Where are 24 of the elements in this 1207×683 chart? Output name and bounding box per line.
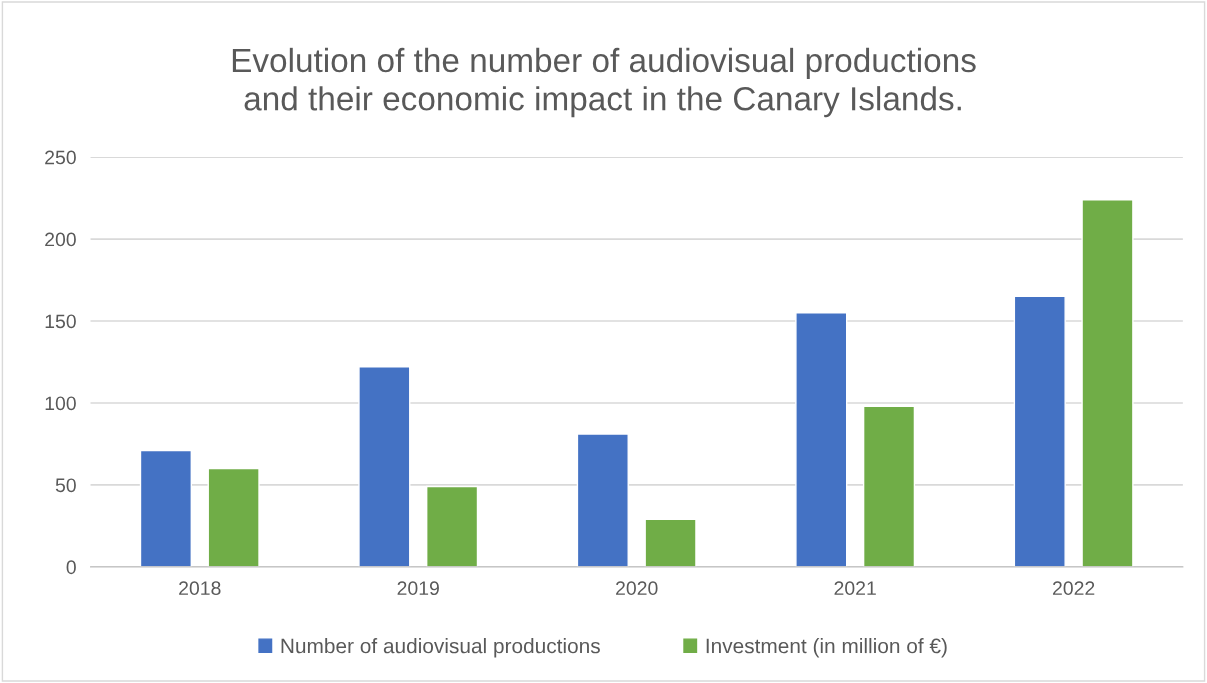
y-tick-label: 0 <box>66 560 76 575</box>
x-tick-label: 2021 <box>834 581 876 596</box>
bar <box>576 433 629 567</box>
x-tick-label: 2020 <box>616 581 658 596</box>
legend-label: Investment (in million of €) <box>706 638 947 658</box>
x-tick-label: 2022 <box>1052 581 1095 596</box>
bar <box>1081 199 1134 567</box>
bar <box>207 467 260 567</box>
y-tick-label: 200 <box>45 232 76 247</box>
bar <box>358 366 411 567</box>
legend-label: Number of audiovisual productions <box>281 638 600 658</box>
y-tick-label: 100 <box>45 396 76 411</box>
x-tick-label: 2018 <box>179 581 221 596</box>
x-tick-label: 2019 <box>397 581 439 596</box>
y-tick-label: 150 <box>45 314 76 329</box>
bar <box>1013 295 1066 567</box>
bar <box>795 312 848 567</box>
chart-title: Evolution of the number of audiovisual productions and their economic impact in the Canary Islands. <box>232 47 976 118</box>
bar <box>139 449 192 567</box>
y-tick-label: 250 <box>45 150 76 165</box>
bar <box>425 485 479 567</box>
y-tick-label: 50 <box>55 478 76 493</box>
bar <box>862 405 916 567</box>
bar <box>644 518 697 567</box>
